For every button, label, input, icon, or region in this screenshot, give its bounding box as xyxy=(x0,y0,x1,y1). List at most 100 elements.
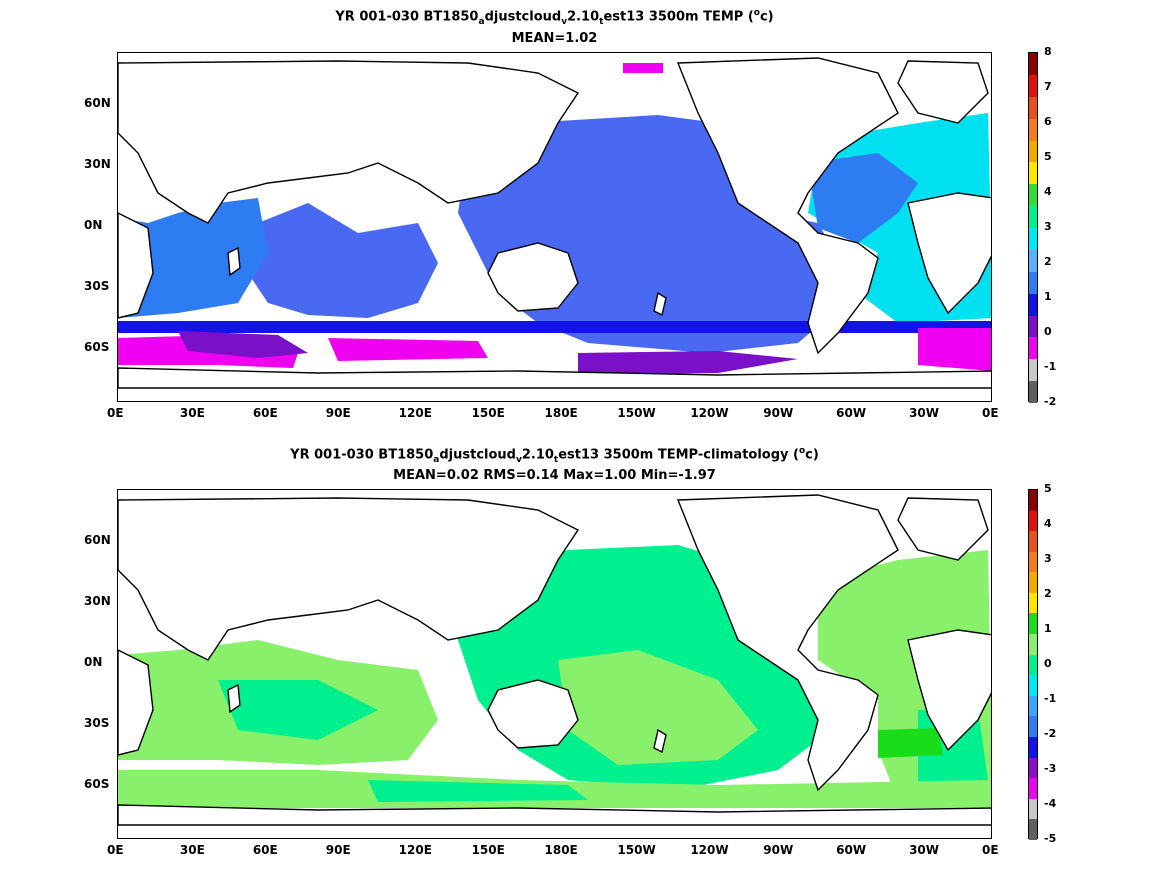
x-tick-label: 30E xyxy=(179,406,205,420)
x-tick-label: 90W xyxy=(763,843,794,857)
colorbar-swatch xyxy=(1029,184,1037,207)
y-tick-label: 30S xyxy=(84,716,110,730)
x-tick-label: 120E xyxy=(398,843,432,857)
colorbar-tick-label: 8 xyxy=(1044,45,1052,58)
colorbar-swatch xyxy=(1029,592,1037,614)
africa-land-2 xyxy=(118,649,154,756)
x-tick-label: 90W xyxy=(763,406,794,420)
colorbar-swatch xyxy=(1029,798,1037,820)
colorbar-swatch xyxy=(1029,74,1037,97)
australia-land xyxy=(487,242,579,312)
atlantic-core-region xyxy=(808,153,918,243)
pacific-light-region xyxy=(558,650,758,765)
colorbar-swatch xyxy=(1029,359,1037,382)
x-tick-label: 180E xyxy=(544,843,578,857)
panel2-stats: MEAN=0.02 RMS=0.14 Max=1.00 Min=-1.97 xyxy=(393,468,716,483)
africa-east-land xyxy=(907,192,991,315)
colorbar-swatch xyxy=(1029,490,1037,511)
x-tick-label: 60W xyxy=(836,843,867,857)
madagascar-land xyxy=(227,246,241,277)
colorbar-swatch xyxy=(1029,695,1037,717)
africa-east-land-2 xyxy=(907,629,991,752)
colorbar-swatch xyxy=(1029,293,1037,316)
antarctic-east-region xyxy=(578,351,798,375)
indian-west-region xyxy=(118,198,268,318)
colorbar-tick-label: -4 xyxy=(1044,797,1057,810)
x-tick-label: 0E xyxy=(107,406,124,420)
x-tick-label: 90E xyxy=(325,843,351,857)
panel1-title: YR 001-030 BT1850adjustcloudv2.10test13 … xyxy=(335,8,774,27)
panel1-map-svg xyxy=(118,57,991,389)
colorbar-tick-label: 4 xyxy=(1044,185,1052,198)
antarctic-atl-region xyxy=(918,328,991,371)
colorbar-swatch xyxy=(1029,118,1037,141)
panel2-map-svg xyxy=(118,494,991,826)
colorbar-tick-label: 2 xyxy=(1044,587,1052,600)
colorbar-swatch xyxy=(1029,381,1037,403)
colorbar-swatch xyxy=(1029,531,1037,552)
y-tick-label: 30N xyxy=(84,157,111,171)
colorbar-tick-label: -2 xyxy=(1044,395,1057,408)
x-tick-label: 0E xyxy=(982,406,999,420)
colorbar-swatch xyxy=(1029,96,1037,119)
colorbar-tick-label: 2 xyxy=(1044,255,1052,268)
atlantic-dark-green-region xyxy=(878,728,943,758)
colorbar-swatch xyxy=(1029,613,1037,635)
colorbar-tick-label: -1 xyxy=(1044,360,1057,373)
americas-land xyxy=(676,57,899,355)
colorbar-swatch xyxy=(1029,315,1037,338)
nz-land xyxy=(653,291,667,317)
x-tick-label: 120E xyxy=(398,406,432,420)
colorbar-tick-label: 3 xyxy=(1044,552,1052,565)
colorbar-tick-label: 3 xyxy=(1044,220,1052,233)
x-tick-label: 30W xyxy=(909,843,940,857)
x-tick-label: 120W xyxy=(690,843,729,857)
y-tick-label: 30N xyxy=(84,594,111,608)
colorbar-swatch xyxy=(1029,778,1037,799)
x-tick-label: 90E xyxy=(325,406,351,420)
indian-anom-core-region xyxy=(218,680,378,740)
colorbar-swatch xyxy=(1029,337,1037,360)
colorbar-swatch xyxy=(1029,140,1037,163)
x-tick-label: 150E xyxy=(471,406,505,420)
colorbar-swatch xyxy=(1029,249,1037,272)
colorbar-swatch xyxy=(1029,551,1037,573)
small-magenta-region xyxy=(623,63,663,73)
southern-anom-core-region xyxy=(368,780,588,802)
y-tick-label: 60S xyxy=(84,340,110,354)
colorbar-tick-label: 5 xyxy=(1044,482,1052,495)
x-tick-label: 150W xyxy=(617,406,656,420)
eurasia-land-2 xyxy=(118,497,580,661)
colorbar-swatch xyxy=(1029,206,1037,228)
colorbar-swatch xyxy=(1029,634,1037,655)
indian-region xyxy=(248,203,438,318)
greenland-land xyxy=(897,60,989,124)
colorbar-tick-label: 5 xyxy=(1044,150,1052,163)
eurasia-land xyxy=(118,60,580,224)
colorbar-swatch xyxy=(1029,53,1037,75)
colorbar-tick-label: 4 xyxy=(1044,517,1052,530)
colorbar-swatch xyxy=(1029,819,1037,840)
colorbar-swatch xyxy=(1029,510,1037,532)
x-tick-label: 180E xyxy=(544,406,578,420)
colorbar-tick-label: -1 xyxy=(1044,692,1057,705)
x-tick-label: 30W xyxy=(909,406,940,420)
antarctic-pac-region xyxy=(328,338,488,361)
panel1-stats: MEAN=1.02 xyxy=(511,31,598,46)
colorbar-swatch xyxy=(1029,675,1037,696)
colorbar-swatch xyxy=(1029,716,1037,737)
y-tick-label: 0N xyxy=(84,655,103,669)
colorbar-swatch xyxy=(1029,654,1037,676)
colorbar-swatch xyxy=(1029,572,1037,593)
y-tick-label: 30S xyxy=(84,279,110,293)
colorbar-tick-label: 0 xyxy=(1044,325,1052,338)
colorbar-swatch xyxy=(1029,162,1037,185)
australia-land-2 xyxy=(487,679,579,749)
colorbar-tick-label: -2 xyxy=(1044,727,1057,740)
y-tick-label: 0N xyxy=(84,218,103,232)
y-tick-label: 60S xyxy=(84,777,110,791)
x-tick-label: 60E xyxy=(252,406,278,420)
colorbar-tick-label: 6 xyxy=(1044,115,1052,128)
africa-land xyxy=(118,212,154,319)
americas-land-2 xyxy=(676,494,899,792)
